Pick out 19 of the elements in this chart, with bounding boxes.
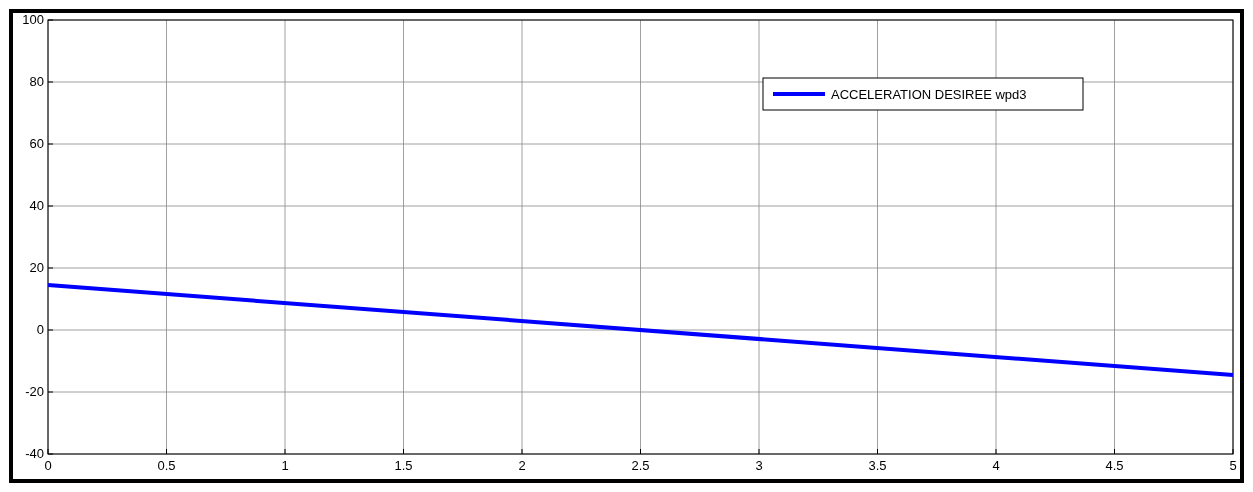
- x-tick-label: 1.5: [394, 458, 413, 473]
- y-tick-label: -20: [25, 384, 44, 399]
- x-tick-label: 0.5: [157, 458, 176, 473]
- legend-label: ACCELERATION DESIREE wpd3: [831, 87, 1027, 102]
- x-tick-label: 4: [992, 458, 1000, 473]
- y-tick-label: 80: [29, 74, 44, 89]
- x-tick-label: 3: [755, 458, 763, 473]
- y-tick-label: 100: [22, 12, 44, 27]
- x-tick-label: 1: [281, 458, 289, 473]
- x-tick-label: 4.5: [1105, 458, 1124, 473]
- y-tick-label: 0: [36, 322, 44, 337]
- x-tick-label: 3.5: [868, 458, 887, 473]
- y-tick-label: -40: [25, 446, 44, 461]
- y-tick-label: 20: [29, 260, 44, 275]
- y-tick-label: 40: [29, 198, 44, 213]
- x-tick-label: 2.5: [631, 458, 650, 473]
- x-tick-label: 2: [518, 458, 526, 473]
- y-tick-label: 60: [29, 136, 44, 151]
- x-tick-label: 5: [1229, 458, 1237, 473]
